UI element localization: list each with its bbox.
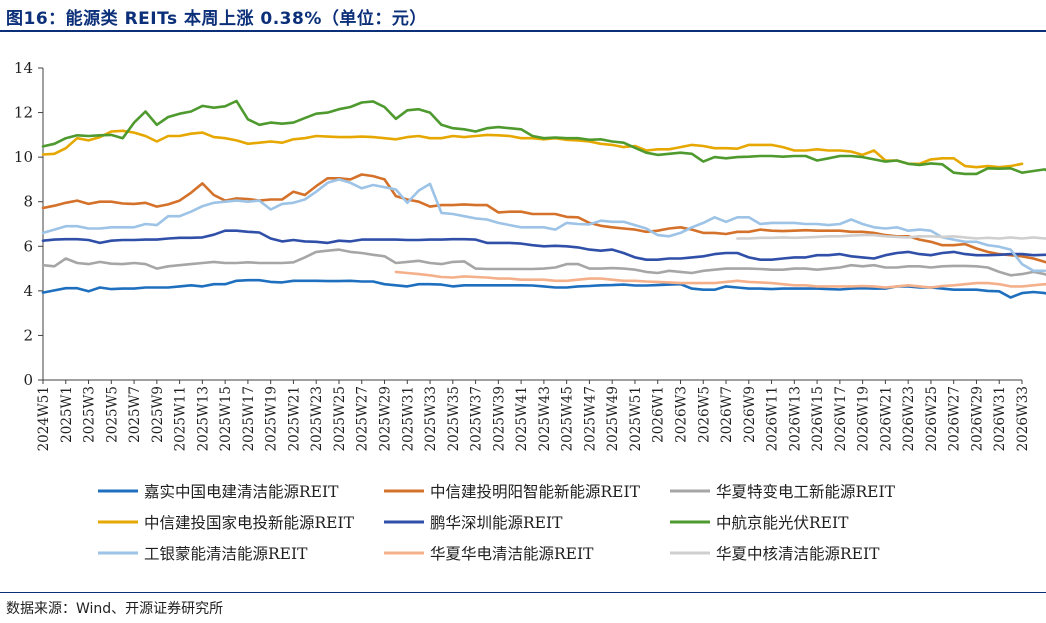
x-tick-label: 2026W17 [833,386,849,451]
series-line-7 [41,178,1046,273]
legend-label-8: 华夏华电清洁能源REIT [430,545,594,563]
x-tick-label: 2026W15 [810,386,826,451]
x-tick-label: 2025W17 [241,386,257,451]
x-tick-label: 2026W9 [742,386,758,443]
x-tick-label: 2026W11 [765,386,781,451]
x-tick-label: 2026W31 [992,386,1008,451]
x-tick-label: 2025W5 [104,386,120,443]
x-tick-label: 2026W27 [947,386,963,451]
x-tick-label: 2025W45 [560,386,576,451]
series-line-6 [41,99,1046,176]
series-line-3 [41,248,1046,277]
series-line-4 [41,129,1024,169]
series-line-1 [41,278,1046,299]
legend-label-5: 鹏华深圳能源REIT [430,514,563,532]
legend-label-2: 中信建投明阳智能新能源REIT [430,483,641,501]
x-tick-label: 2025W31 [400,386,416,451]
x-tick-label: 2025W39 [491,386,507,451]
x-tick-label: 2025W35 [446,386,462,451]
source-note: 数据来源：Wind、开源证券研究所 [6,601,224,617]
x-tick-label: 2026W7 [719,386,735,443]
y-tick-label: 8 [23,193,33,211]
x-tick-label: 2026W13 [787,386,803,451]
legend-label-1: 嘉实中国电建清洁能源REIT [144,483,339,501]
x-tick-label: 2025W41 [514,386,530,451]
x-tick-label: 2025W43 [537,386,553,451]
x-tick-label: 2024W51 [36,386,52,451]
x-tick-label: 2025W21 [286,386,302,451]
y-tick-label: 12 [14,104,33,122]
x-tick-label: 2025W37 [469,386,485,451]
series-line-8 [394,270,1046,289]
x-tick-label: 2025W23 [309,386,325,451]
x-tick-label: 2025W7 [127,386,143,443]
x-tick-label: 2025W13 [195,386,211,451]
x-tick-label: 2026W19 [856,386,872,451]
legend: 嘉实中国电建清洁能源REIT 中信建投明阳智能新能源REIT 华夏特变电工新能源RE… [98,483,896,563]
x-tick-label: 2026W23 [901,386,917,451]
x-tick-label: 2026W33 [1015,386,1031,451]
footer-rule [0,592,1046,593]
x-tick-label: 2025W19 [264,386,280,451]
y-tick-label: 4 [23,282,33,300]
x-tick-label: 2026W25 [924,386,940,451]
y-tick-label: 6 [23,237,33,255]
x-tick-label: 2025W15 [218,386,234,451]
x-tick-label: 2025W25 [332,386,348,451]
x-tick-label: 2026W1 [651,386,667,443]
x-tick-label: 2025W49 [605,386,621,451]
line-chart: 0 2 4 6 8 10 12 14 2024W51 2025W1 2025W3 2025W5 2025… [14,59,1046,563]
legend-label-7: 工银蒙能清洁能源REIT [144,545,308,563]
figure-title: 图16：能源类 REITs 本周上涨 0.38%（单位：元） [6,9,427,29]
series-line-5 [41,229,1046,262]
x-tick-label: 2025W47 [582,386,598,451]
x-tick-label: 2026W3 [673,386,689,443]
series-layer [41,99,1046,299]
legend-label-4: 中信建投国家电投新能源REIT [144,514,355,532]
y-tick-label: 10 [14,148,33,166]
x-tick-label: 2025W9 [150,386,166,443]
x-tick-label: 2025W51 [628,386,644,451]
axes: 0 2 4 6 8 10 12 14 2024W51 2025W1 2025W3 2025W5 2025… [14,59,1031,451]
legend-label-6: 中航京能光伏REIT [716,514,849,532]
x-tick-label: 2026W29 [969,386,985,451]
series-line-2 [41,173,1046,264]
x-tick-label: 2025W33 [423,386,439,451]
x-tick-label: 2025W3 [82,386,98,443]
y-tick-label: 14 [14,59,33,77]
x-tick-label: 2025W11 [173,386,189,451]
x-tick-label: 2026W5 [696,386,712,443]
x-tick-label: 2025W1 [59,386,75,443]
x-tick-label: 2026W21 [878,386,894,451]
series-line-9 [736,233,1046,240]
y-tick-label: 0 [23,371,33,389]
x-tick-label: 2025W29 [378,386,394,451]
legend-label-3: 华夏特变电工新能源REIT [716,483,896,501]
x-tick-label: 2025W27 [355,386,371,451]
y-tick-label: 2 [23,326,33,344]
legend-label-9: 华夏中核清洁能源REIT [716,545,880,563]
title-rule [0,30,1046,32]
